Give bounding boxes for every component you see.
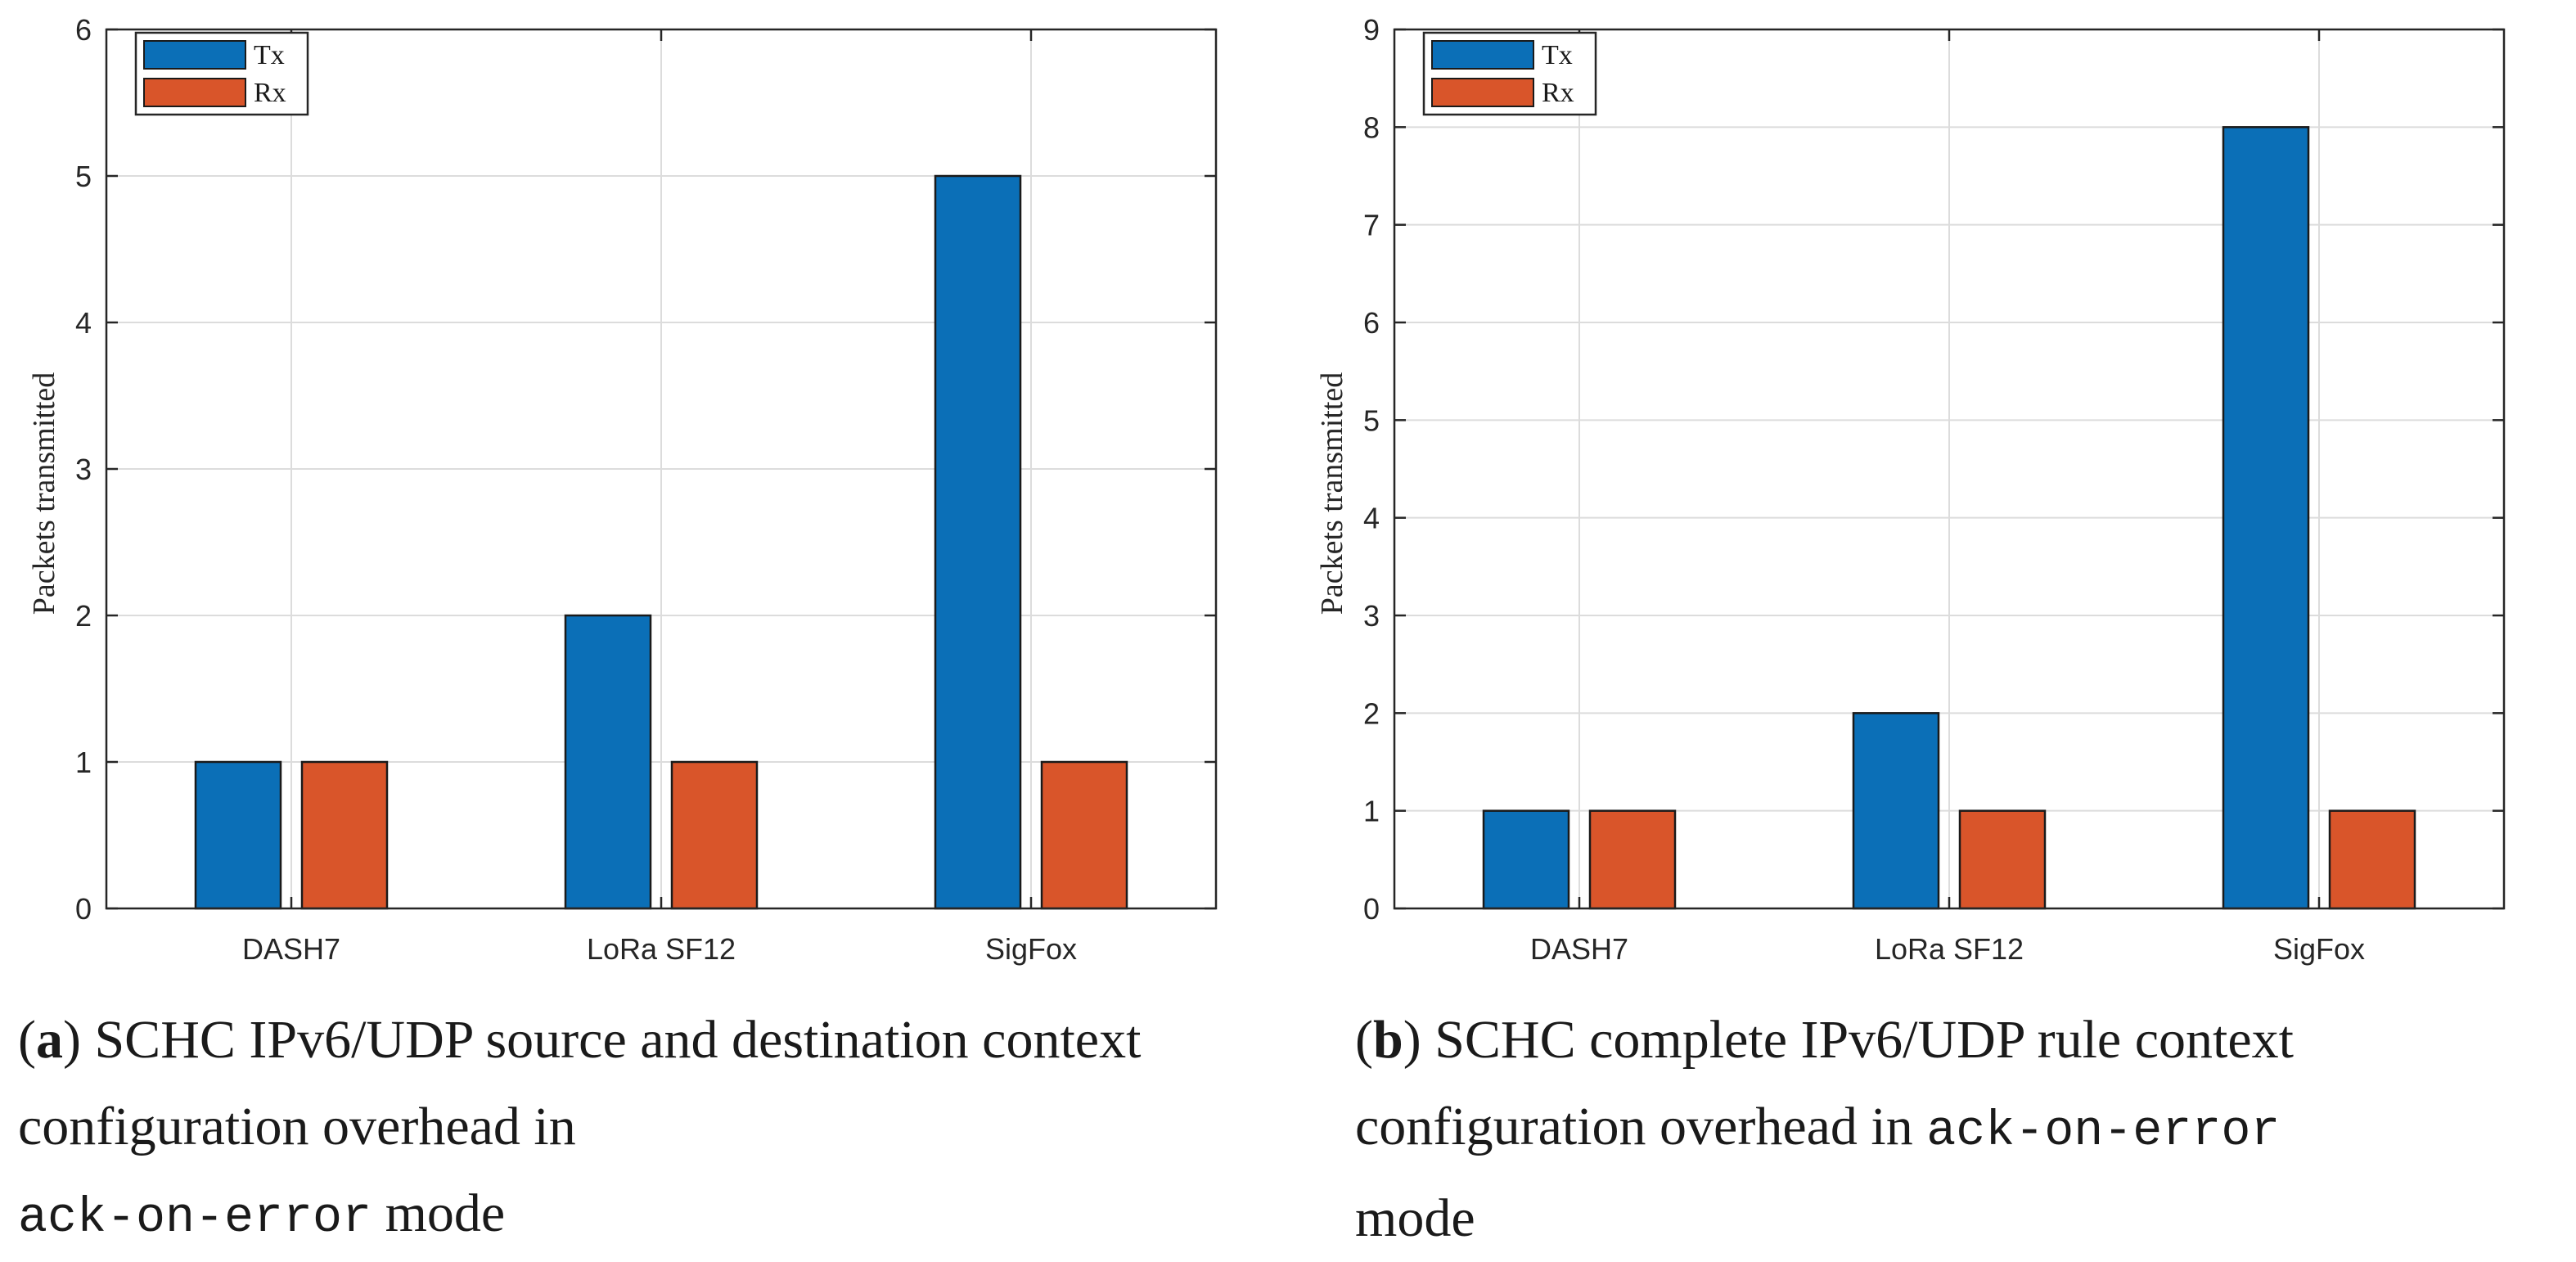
y-tick-label: 6 (1363, 306, 1380, 340)
legend-label-rx: Rx (1542, 78, 1574, 108)
y-axis-label: Packets transmitted (27, 372, 61, 615)
y-tick-label: 5 (1363, 403, 1380, 437)
bar-rx-2 (1040, 760, 1128, 910)
y-tick-label: 6 (75, 13, 92, 47)
y-axis-label: Packets transmitted (1315, 372, 1349, 615)
y-tick-label: 0 (1363, 892, 1380, 926)
y-tick-label: 1 (75, 746, 92, 779)
caption-a-tail: mode (385, 1183, 506, 1243)
bar-rx-0 (300, 760, 389, 910)
x-tick-label: DASH7 (1530, 932, 1628, 966)
caption-b-text: SCHC complete IPv6/UDP rule context conf… (1355, 1010, 2294, 1156)
y-tick-label: 2 (75, 599, 92, 633)
caption-a-text: SCHC IPv6/UDP source and destination con… (18, 1010, 1142, 1156)
chart-a: 0 1 2 3 4 5 6 DASH7 LoRa SF12 SigFox Packets trans… (27, 13, 1218, 966)
legend-swatch-tx (143, 40, 246, 70)
legend-swatch-tx (1431, 40, 1534, 70)
caption-b-code: ack-on-error (1926, 1104, 2281, 1160)
y-tick-label: 2 (1363, 696, 1380, 730)
bar-tx-0 (1482, 809, 1570, 910)
legend-swatch-rx (143, 78, 246, 107)
y-tick-label: 4 (75, 306, 92, 340)
bar-tx-1 (1852, 712, 1940, 910)
y-tick-label: 3 (75, 453, 92, 486)
y-tick-label: 4 (1363, 502, 1380, 535)
legend-label-rx: Rx (254, 78, 286, 108)
y-tick-label: 8 (1363, 110, 1380, 144)
x-tick-label: SigFox (2273, 932, 2365, 966)
bar-rx-1 (1958, 809, 2047, 910)
bar-tx-2 (934, 174, 1022, 910)
caption-a-label: a (35, 1010, 63, 1070)
y-tick-label: 1 (1363, 795, 1380, 828)
bar-tx-2 (2222, 126, 2310, 910)
legend-swatch-rx (1431, 78, 1534, 107)
y-tick-label: 3 (1363, 599, 1380, 633)
x-tick-label: SigFox (985, 932, 1077, 966)
caption-b-tail: mode (1355, 1188, 1475, 1248)
caption-a-code: ack-on-error (18, 1191, 372, 1246)
bar-rx-0 (1588, 809, 1677, 910)
y-tick-label: 5 (75, 160, 92, 193)
bar-rx-2 (2328, 809, 2416, 910)
caption-a: (a) SCHC IPv6/UDP source and destination… (18, 1010, 1142, 1246)
legend-label-tx: Tx (1542, 40, 1573, 70)
caption-b: (b) SCHC complete IPv6/UDP rule context … (1355, 1010, 2294, 1248)
x-tick-label: LoRa SF12 (1875, 932, 2024, 966)
legend: Tx Rx (1422, 31, 1597, 116)
bar-tx-0 (194, 760, 282, 910)
legend-label-tx: Tx (254, 40, 285, 70)
x-tick-label: LoRa SF12 (587, 932, 736, 966)
bar-rx-1 (670, 760, 759, 910)
caption-b-label: b (1372, 1010, 1403, 1070)
chart-b: 0 1 2 3 4 5 6 7 8 9 DASH7 LoRa SF12 SigFox Packets tr… (1315, 13, 2506, 966)
x-tick-label: DASH7 (242, 932, 340, 966)
y-tick-label: 7 (1363, 209, 1380, 242)
y-tick-label: 0 (75, 892, 92, 926)
legend: Tx Rx (134, 31, 309, 116)
bar-tx-1 (564, 614, 652, 910)
y-tick-label: 9 (1363, 13, 1380, 47)
